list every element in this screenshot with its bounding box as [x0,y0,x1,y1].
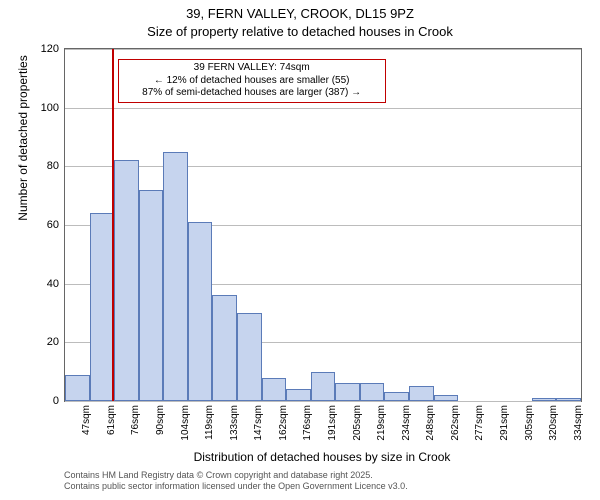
x-tick-label: 147sqm [253,405,264,441]
x-tick-label: 133sqm [229,405,240,441]
histogram-bar [65,375,90,401]
histogram-bar [90,213,115,401]
histogram-bar [532,398,557,401]
y-axis-label: Number of detached properties [16,0,30,314]
y-tick-label: 0 [53,395,59,407]
x-tick-label: 104sqm [180,405,191,441]
histogram-bar [114,160,139,401]
x-tick-label: 291sqm [499,405,510,441]
histogram-bar [237,313,262,401]
x-tick-label: 162sqm [278,405,289,441]
y-tick-label: 120 [41,43,59,55]
gridline [65,108,581,109]
x-tick-label: 248sqm [425,405,436,441]
attribution-line1: Contains HM Land Registry data © Crown c… [64,470,408,481]
histogram-bar [335,383,360,401]
x-tick-label: 205sqm [352,405,363,441]
x-tick-label: 61sqm [106,405,117,435]
x-tick-label: 191sqm [327,405,338,441]
x-tick-label: 277sqm [474,405,485,441]
annotation-line: 39 FERN VALLEY: 74sqm [123,62,381,75]
x-tick-label: 47sqm [81,405,92,435]
attribution-footer: Contains HM Land Registry data © Crown c… [64,470,408,493]
x-tick-label: 320sqm [548,405,559,441]
attribution-line2: Contains public sector information licen… [64,481,408,492]
histogram-bar [311,372,336,401]
x-tick-label: 219sqm [376,405,387,441]
annotation-line: ← 12% of detached houses are smaller (55… [123,75,381,88]
histogram-bar [139,190,164,401]
histogram-bar [212,295,237,401]
histogram-bar [188,222,213,401]
chart-title-line1: 39, FERN VALLEY, CROOK, DL15 9PZ [0,6,600,21]
y-tick-label: 80 [47,160,59,172]
histogram-bar [360,383,385,401]
x-tick-label: 234sqm [401,405,412,441]
histogram-bar [286,389,311,401]
histogram-bar [163,152,188,401]
y-tick-label: 40 [47,278,59,290]
x-tick-label: 334sqm [573,405,584,441]
gridline [65,401,581,402]
marker-line [112,49,114,401]
x-tick-label: 176sqm [302,405,313,441]
annotation-line: 87% of semi-detached houses are larger (… [123,87,381,100]
x-tick-label: 90sqm [155,405,166,435]
x-tick-label: 119sqm [204,405,215,440]
annotation-box: 39 FERN VALLEY: 74sqm← 12% of detached h… [118,59,386,103]
histogram-bar [409,386,434,401]
histogram-bar [384,392,409,401]
y-tick-label: 60 [47,219,59,231]
x-tick-label: 262sqm [450,405,461,441]
y-tick-label: 100 [41,102,59,114]
histogram-bar [556,398,581,401]
chart-subtitle: Size of property relative to detached ho… [0,24,600,39]
gridline [65,49,581,50]
histogram-bar [262,378,287,401]
plot-area: 02040608010012047sqm61sqm76sqm90sqm104sq… [64,48,582,402]
y-tick-label: 20 [47,336,59,348]
x-axis-label: Distribution of detached houses by size … [64,450,580,464]
x-tick-label: 76sqm [130,405,141,435]
gridline [65,166,581,167]
histogram-bar [434,395,459,401]
x-tick-label: 305sqm [524,405,535,441]
